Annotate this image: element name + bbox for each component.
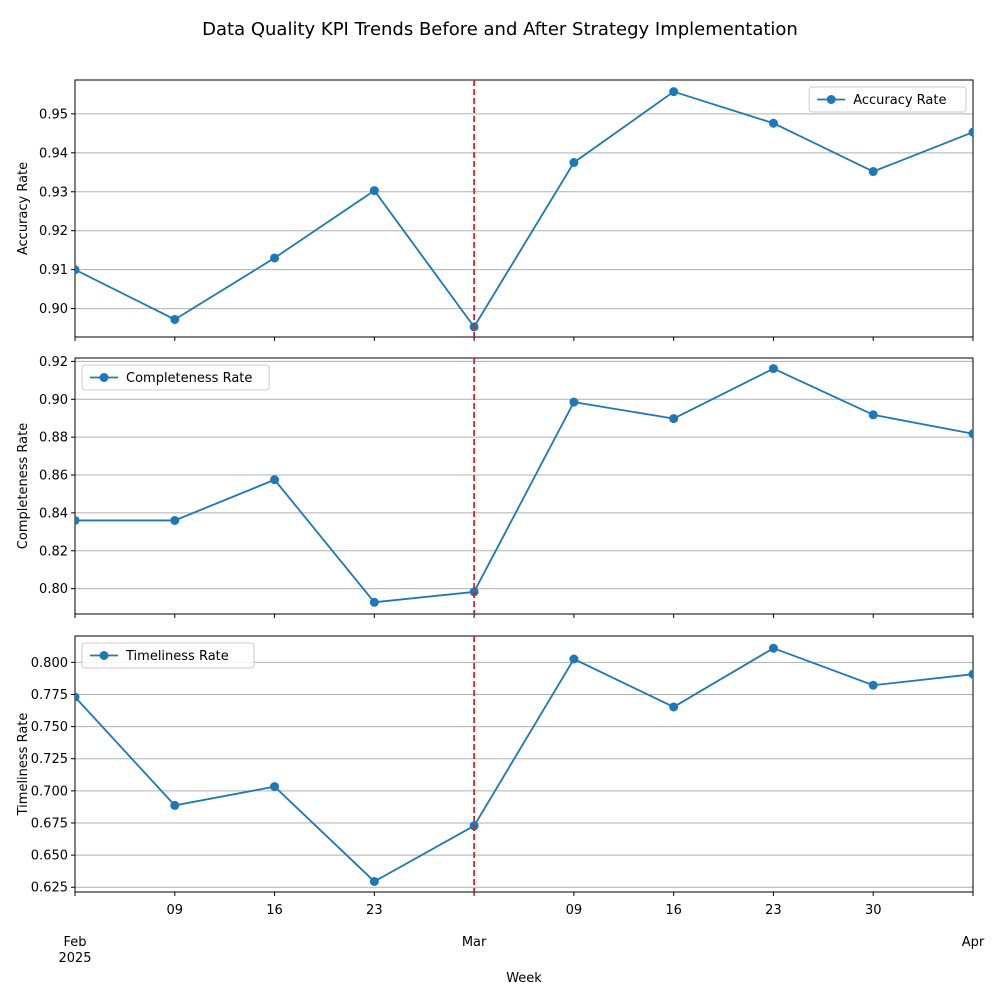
x-tick-label: 16 [665, 903, 682, 918]
y-tick-label: 0.800 [31, 656, 68, 671]
y-tick-label: 0.775 [31, 688, 68, 703]
series-line [75, 647, 973, 883]
y-tick-label: 0.86 [39, 469, 68, 484]
legend-marker [99, 373, 109, 382]
legend-marker [826, 95, 836, 104]
y-axis-label: Completeness Rate [16, 423, 31, 549]
data-point [569, 158, 579, 168]
x-axis-label: Week [506, 971, 542, 986]
y-tick-label: 0.650 [31, 849, 68, 864]
x-tick-label: 30 [865, 903, 882, 918]
data-point [270, 475, 280, 485]
y-tick-label: 0.84 [39, 506, 68, 521]
data-point [75, 265, 80, 275]
y-tick-label: 0.675 [31, 816, 68, 831]
series-group [75, 87, 973, 332]
legend-box [81, 364, 270, 391]
x-tick-label: Mar [462, 935, 487, 950]
y-axis-label: Timeliness Rate [16, 713, 31, 817]
x-tick-label: 2025 [58, 951, 91, 966]
y-tick-label: 0.95 [39, 107, 68, 122]
legend-label: Timeliness Rate [125, 649, 229, 664]
y-tick-label: 0.90 [39, 302, 68, 317]
y-tick-label: 0.82 [39, 544, 68, 559]
data-point [569, 654, 579, 664]
y-tick-label: 0.92 [39, 224, 68, 239]
legend: Completeness Rate [81, 364, 270, 391]
axes-frame [74, 635, 974, 893]
y-tick-label: 0.93 [39, 185, 68, 200]
series-group [75, 364, 973, 607]
data-point [968, 429, 973, 439]
data-point [868, 167, 878, 177]
data-point [768, 364, 778, 374]
chart-panel-3: 0.625 0.650 0.675 0.700 0.725 0.750 0.775 0.800… [16, 635, 985, 986]
data-point [75, 692, 80, 702]
data-point [270, 253, 280, 263]
data-point [768, 118, 778, 128]
y-axis-label: Accuracy Rate [16, 162, 31, 255]
x-tick-label: 09 [167, 903, 184, 918]
legend: Accuracy Rate [808, 86, 967, 113]
legend-box [808, 86, 967, 113]
data-point [369, 876, 379, 886]
x-tick-label: Apr [962, 935, 985, 950]
data-point [968, 669, 973, 679]
x-tick-label: 09 [566, 903, 583, 918]
axes-frame [74, 357, 974, 615]
y-tick-label: 0.725 [31, 752, 68, 767]
series-line [75, 90, 973, 329]
x-tick-label: 23 [765, 903, 782, 918]
legend-marker [99, 651, 109, 660]
legend-label: Completeness Rate [126, 371, 252, 386]
figure-title: Data Quality KPI Trends Before and After… [202, 19, 798, 40]
legend: Timeliness Rate [81, 642, 255, 669]
series-group [75, 643, 973, 886]
chart-panel-1: 0.90 0.91 0.92 0.93 0.94 0.95 Accuracy Rate Acc… [16, 79, 974, 341]
x-tick-label: 23 [366, 903, 383, 918]
y-tick-label: 0.88 [39, 431, 68, 446]
data-point [669, 702, 679, 712]
data-point [170, 314, 180, 324]
chart-panels: 0.90 0.91 0.92 0.93 0.94 0.95 Accuracy Rate Acc… [16, 79, 985, 986]
x-tick-label: Feb [63, 935, 86, 950]
y-tick-label: 0.625 [31, 881, 68, 896]
y-tick-label: 0.80 [39, 582, 68, 597]
data-point [369, 597, 379, 607]
data-point [669, 87, 679, 97]
data-point [868, 680, 878, 690]
legend-label: Accuracy Rate [853, 93, 946, 108]
series-line [75, 367, 973, 604]
data-point [170, 515, 180, 525]
y-tick-label: 0.90 [39, 393, 68, 408]
y-tick-label: 0.750 [31, 720, 68, 735]
data-point [669, 414, 679, 424]
data-point [369, 186, 379, 196]
data-point [75, 515, 80, 525]
axes-frame [74, 79, 974, 338]
data-point [270, 782, 280, 792]
y-tick-label: 0.94 [39, 146, 68, 161]
y-tick-label: 0.91 [39, 263, 68, 278]
data-point [968, 127, 973, 137]
x-tick-label: 16 [266, 903, 283, 918]
data-point [868, 410, 878, 420]
data-point [170, 800, 180, 810]
data-point [569, 397, 579, 407]
y-tick-label: 0.92 [39, 355, 68, 370]
data-point [469, 587, 479, 597]
data-point [768, 643, 778, 653]
chart-panel-2: 0.80 0.82 0.84 0.86 0.88 0.90 0.92 Completeness… [16, 355, 974, 618]
legend-box [81, 642, 255, 669]
y-tick-label: 0.700 [31, 784, 68, 799]
